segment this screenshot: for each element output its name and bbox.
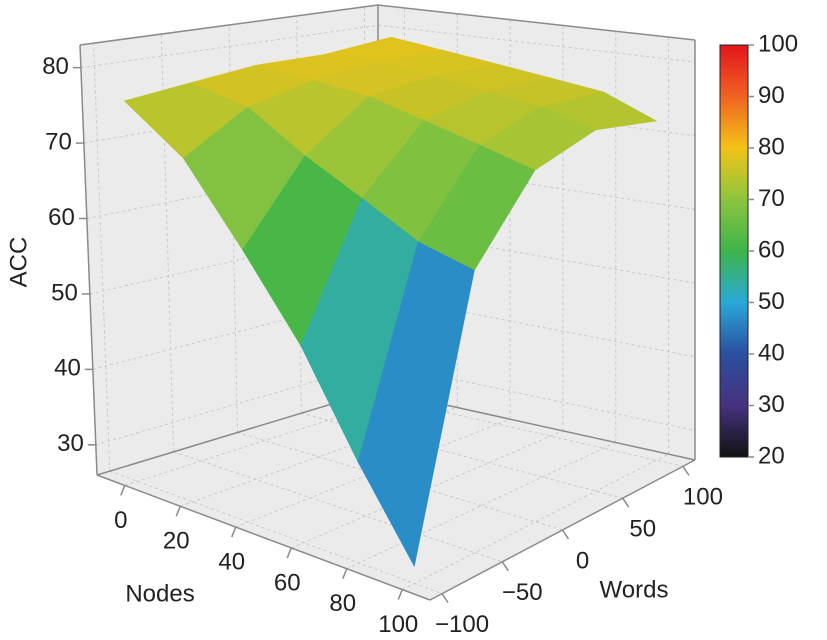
x-tick-label: 100 — [378, 611, 418, 638]
x-tick-label: 40 — [218, 548, 245, 575]
tick-mark — [682, 465, 690, 476]
grid-line — [377, 92, 696, 137]
grid-line — [235, 418, 511, 528]
box-edge — [377, 4, 696, 41]
grid-line — [95, 362, 379, 446]
y-tick-label: 0 — [576, 547, 589, 574]
tick-mark — [175, 505, 181, 517]
colorbar-tick-label: 90 — [758, 82, 785, 109]
grid-line — [377, 24, 696, 63]
grid-line — [93, 43, 111, 472]
z-tick-label: 70 — [45, 128, 72, 155]
box-edge — [96, 474, 431, 601]
y-tick-label: −100 — [435, 611, 489, 638]
tick-mark — [397, 589, 403, 600]
colorbar-tick-label: 70 — [758, 185, 785, 212]
x-tick-label: 0 — [114, 507, 127, 534]
tick-mark — [286, 547, 292, 559]
box-edge — [79, 44, 98, 476]
colorbar-tick-label: 20 — [758, 442, 785, 469]
grid-line — [180, 407, 458, 507]
colorbar-tick-label: 100 — [758, 30, 798, 57]
colorbar — [719, 44, 749, 458]
grid-line — [92, 294, 379, 370]
z-tick-label: 30 — [57, 430, 84, 457]
grid-line — [346, 442, 616, 570]
x-tick-label: 60 — [274, 569, 301, 596]
tick-mark — [441, 593, 449, 604]
grid-line — [109, 470, 443, 595]
z-tick-label: 40 — [54, 355, 81, 382]
y-tick-label: 100 — [683, 484, 723, 511]
z-tick-label: 80 — [42, 53, 69, 80]
surface-facet — [357, 241, 475, 568]
box-edge — [79, 4, 379, 46]
x-tick-label: 20 — [163, 528, 190, 555]
x-axis-title: Nodes — [125, 580, 194, 607]
grid-line — [124, 395, 405, 486]
y-axis-title: Words — [600, 576, 669, 603]
tick-mark — [622, 497, 630, 508]
z-tick-label: 50 — [51, 279, 78, 306]
grid-line — [402, 453, 669, 591]
grid-line — [291, 430, 564, 549]
z-axis-title: ACC — [5, 237, 32, 288]
tick-mark — [501, 561, 509, 572]
colorbar-tick-label: 50 — [758, 288, 785, 315]
x-tick-label: 80 — [329, 590, 356, 617]
grid-line — [228, 24, 238, 433]
tick-mark — [561, 529, 570, 540]
colorbar-tick-label: 60 — [758, 236, 785, 263]
colorbar-tick-label: 80 — [758, 133, 785, 160]
colorbar-tick-label: 30 — [758, 391, 785, 418]
grid-line — [173, 451, 503, 563]
tick-mark — [231, 526, 237, 538]
tick-mark — [120, 485, 126, 496]
z-tick-label: 60 — [48, 204, 75, 231]
y-tick-label: 50 — [629, 516, 656, 543]
y-tick-label: −50 — [502, 579, 543, 606]
tick-mark — [342, 568, 348, 580]
colorbar-tick-label: 40 — [758, 339, 785, 366]
